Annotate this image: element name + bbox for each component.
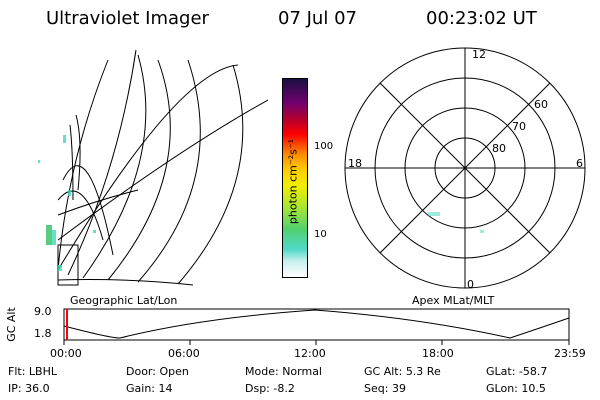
status-dsp: Dsp: -8.2 [245,382,295,395]
mlt-label-0: 0 [467,278,474,291]
time-tick-2359: 23:59 [554,347,586,360]
time-tick-1800: 18:00 [422,347,454,360]
polar-caption: Apex MLat/MLT [412,294,495,307]
status-door: Door: Open [126,365,189,378]
alt-y-max: 9.0 [34,305,52,318]
time-tick-1200: 12:00 [294,347,326,360]
time-tick-0600: 06:00 [168,347,200,360]
status-flt: Flt: LBHL [8,365,57,378]
status-glat: GLat: -58.7 [486,365,548,378]
lat-label-70: 70 [512,120,526,133]
mlt-label-18: 18 [348,157,362,170]
mlt-label-12: 12 [472,48,486,61]
lat-label-80: 80 [492,142,506,155]
status-ip: IP: 36.0 [8,382,50,395]
status-seq: Seq: 39 [364,382,406,395]
time-label: 00:23:02 UT [426,8,537,29]
app-title: Ultraviolet Imager [46,8,209,29]
lon-line [57,59,109,271]
colorbar-tick-100: 100 [314,141,334,152]
lat-label-60: 60 [534,98,548,111]
colorbar-unit: photon cm⁻²s⁻¹ [286,138,300,225]
altitude-plot [63,308,570,345]
alt-y-min: 1.8 [34,327,52,340]
time-tick-0000: 00:00 [50,347,82,360]
date-label: 07 Jul 07 [278,8,357,29]
colorbar [282,78,308,278]
status-glon: GLon: 10.5 [486,382,546,395]
status-mode: Mode: Normal [245,365,322,378]
mlt-label-6: 6 [576,157,583,170]
geographic-map [38,49,268,286]
status-gain: Gain: 14 [126,382,173,395]
colorbar-tick-10: 10 [314,229,327,240]
status-gc-alt: GC Alt: 5.3 Re [364,365,441,378]
lon-line [67,49,137,276]
geo-caption: Geographic Lat/Lon [70,294,178,307]
polar-plot [344,47,586,289]
